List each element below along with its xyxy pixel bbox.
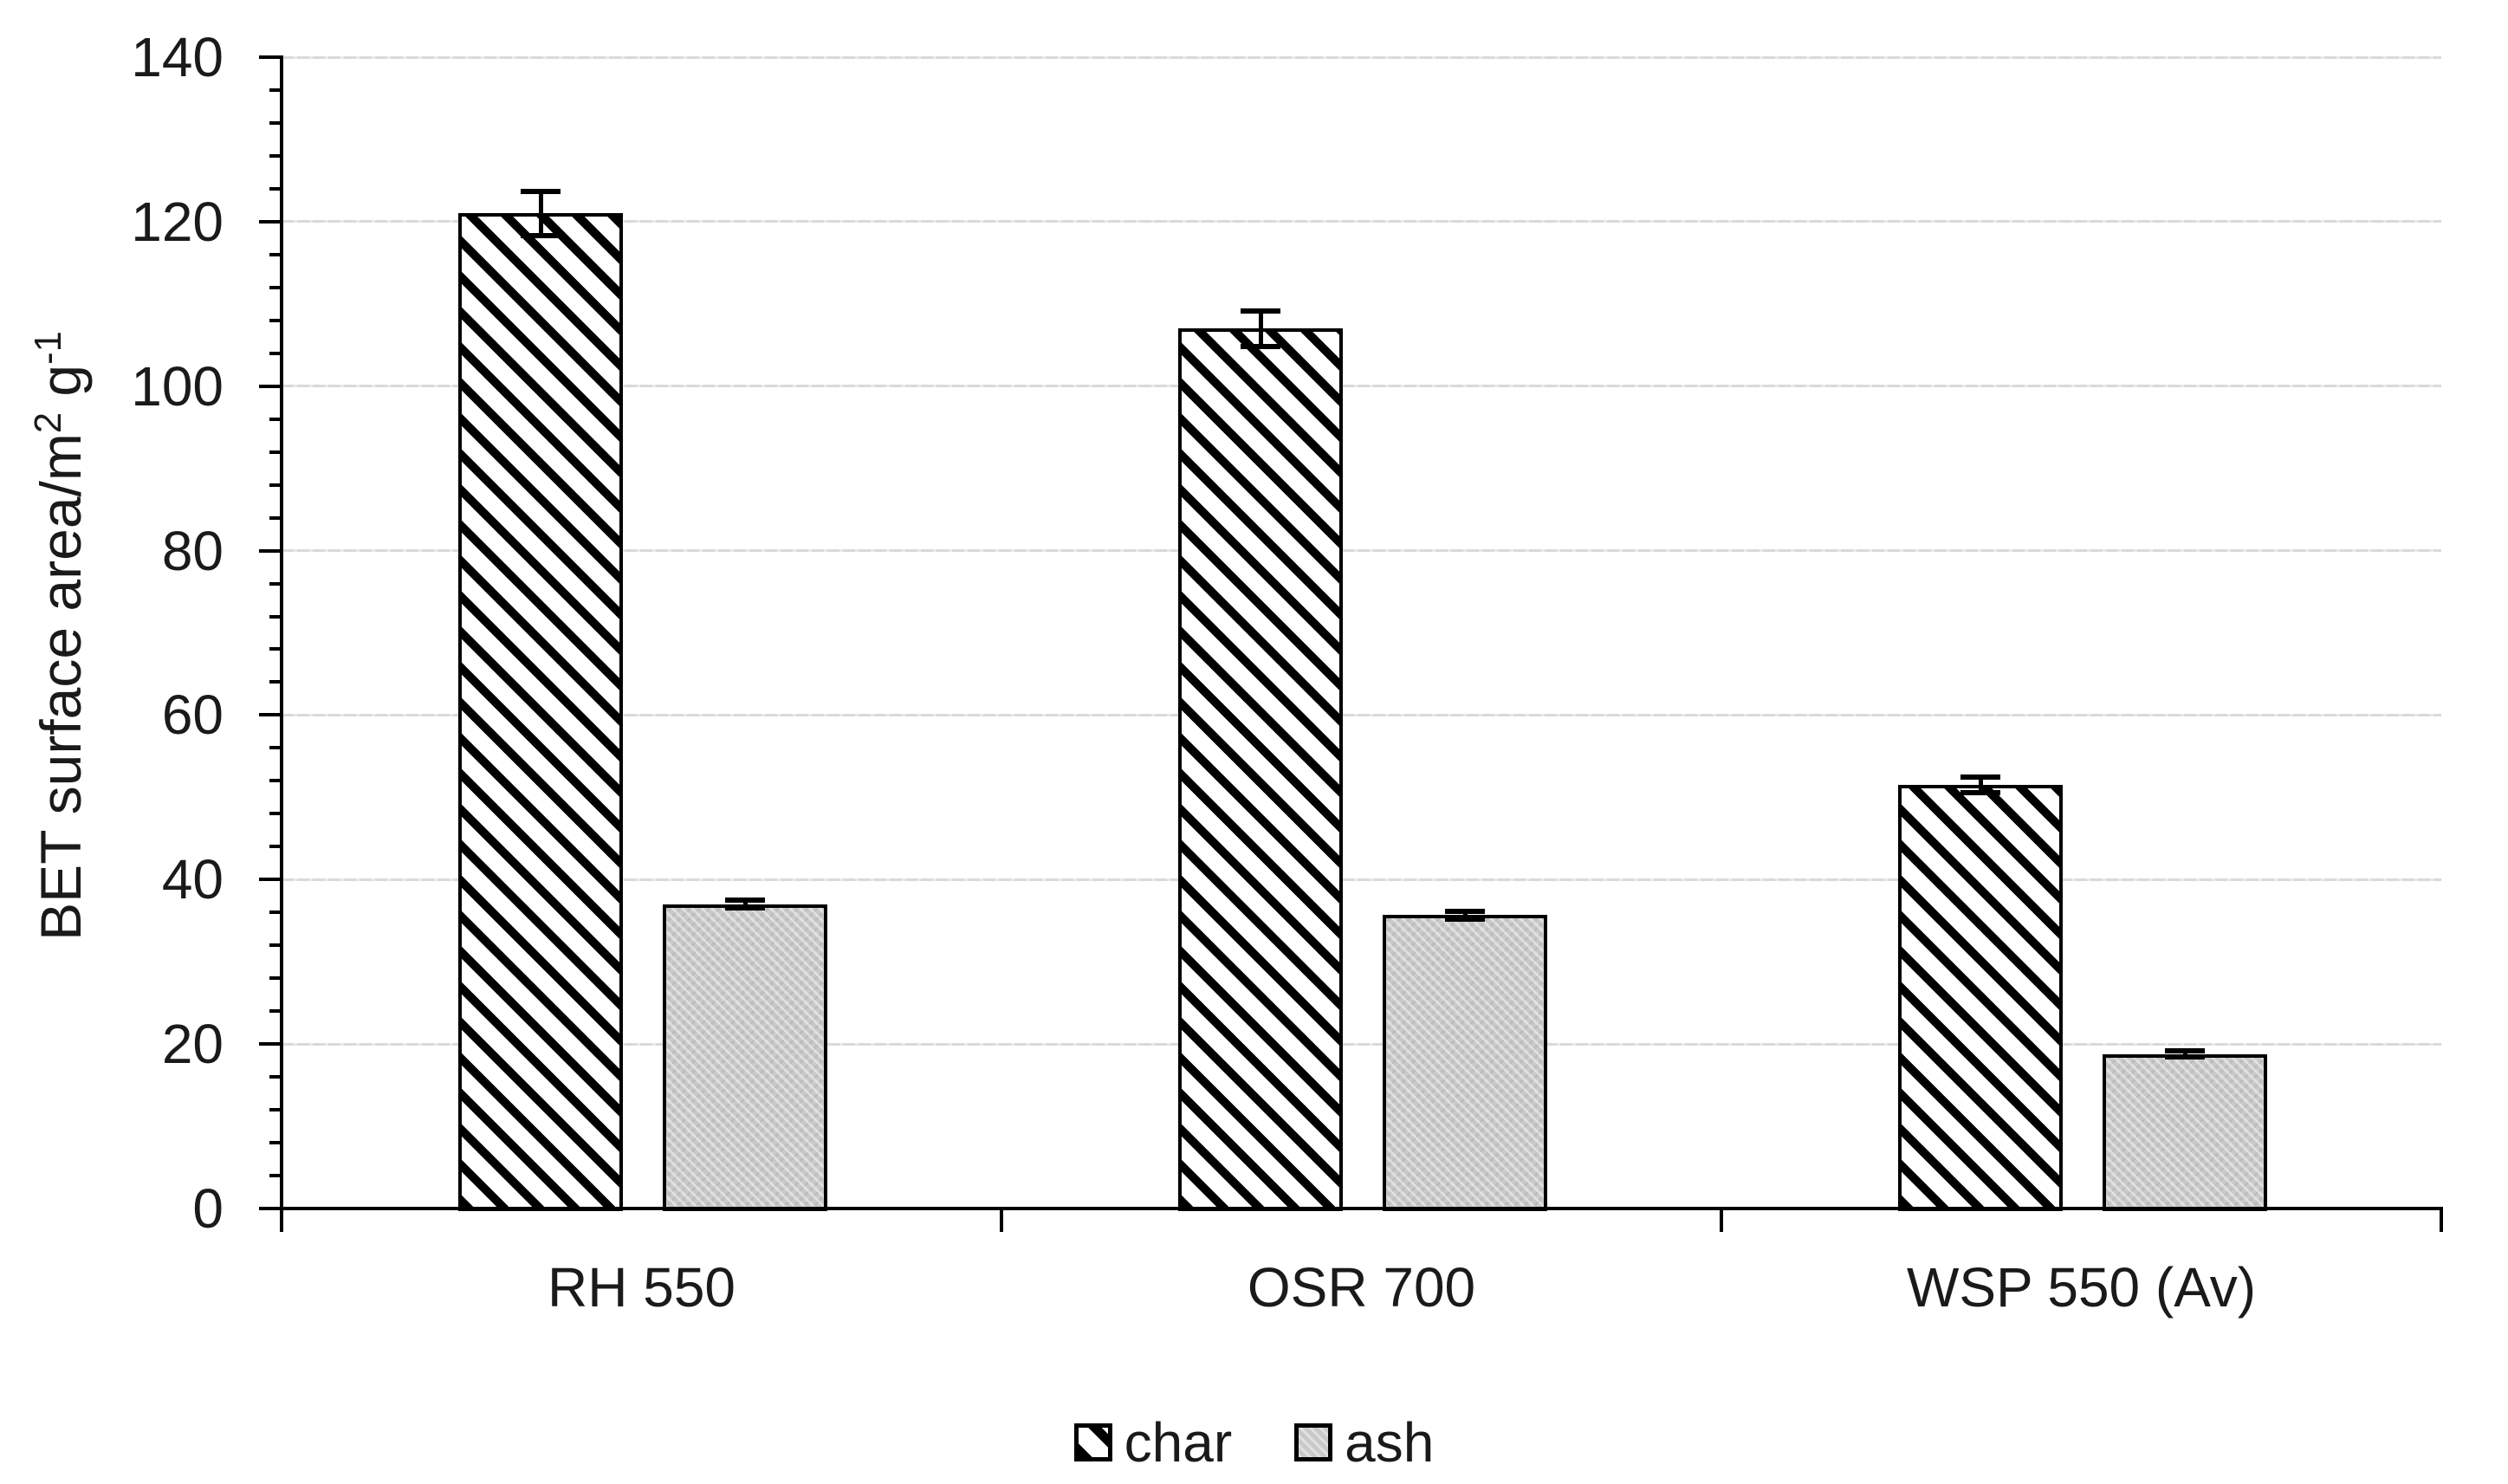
error-bar-char-osr-700 xyxy=(1241,308,1280,349)
legend-swatch-ash-icon xyxy=(1294,1423,1333,1461)
x-category-label-rh-550: RH 550 xyxy=(548,1256,736,1319)
bar-ash-rh-550 xyxy=(663,904,827,1211)
y-axis-major-tick-100 xyxy=(259,384,282,388)
bar-char-rh-550 xyxy=(458,213,623,1211)
y-axis-minor-tick-132 xyxy=(269,120,282,125)
error-bar-bottom-cap xyxy=(1241,343,1280,349)
y-axis-major-tick-40 xyxy=(259,878,282,882)
error-bar-top-cap xyxy=(521,188,561,194)
y-axis-minor-tick-112 xyxy=(269,285,282,289)
legend-label-char: char xyxy=(1124,1411,1233,1474)
y-axis-major-tick-60 xyxy=(259,713,282,717)
y-axis-major-tick-120 xyxy=(259,219,282,224)
x-category-label-wsp-550-av: WSP 550 (Av) xyxy=(1906,1256,2257,1319)
y-axis-minor-tick-84 xyxy=(269,515,282,520)
y-axis-major-tick-0 xyxy=(259,1207,282,1210)
gridline-20 xyxy=(282,1042,2441,1046)
error-bar-ash-rh-550 xyxy=(725,898,765,911)
y-axis-minor-tick-108 xyxy=(269,318,282,322)
error-bar-ash-wsp-550-av xyxy=(2165,1047,2205,1060)
error-bar-top-cap xyxy=(1960,774,2000,780)
y-axis-minor-tick-24 xyxy=(269,1009,282,1014)
y-axis-minor-tick-56 xyxy=(269,746,282,750)
y-axis-minor-tick-36 xyxy=(269,910,282,915)
error-bar-top-cap xyxy=(1241,308,1280,314)
x-axis-tick-2 xyxy=(2440,1209,2443,1232)
x-axis-tick-0 xyxy=(1000,1209,1003,1232)
error-bar-bottom-cap xyxy=(1960,790,2000,796)
y-axis-major-tick-140 xyxy=(259,55,282,59)
y-tick-label-60: 60 xyxy=(161,684,224,747)
error-bar-char-rh-550 xyxy=(521,188,561,238)
y-axis-minor-tick-4 xyxy=(269,1174,282,1178)
y-axis-minor-tick-44 xyxy=(269,845,282,849)
y-tick-label-120: 120 xyxy=(131,190,224,253)
y-tick-label-20: 20 xyxy=(161,1013,224,1076)
y-axis-minor-tick-48 xyxy=(269,812,282,816)
error-bar-line xyxy=(1258,308,1263,349)
y-axis-minor-tick-88 xyxy=(269,483,282,487)
error-bar-line xyxy=(538,188,543,238)
gridline-120 xyxy=(282,220,2441,224)
legend-item-ash: ash xyxy=(1294,1410,1434,1474)
error-bar-top-cap xyxy=(2165,1047,2205,1053)
y-axis-minor-tick-28 xyxy=(269,976,282,981)
error-bar-bottom-cap xyxy=(725,905,765,911)
y-axis-minor-tick-116 xyxy=(269,252,282,256)
y-axis-major-tick-20 xyxy=(259,1042,282,1047)
y-axis-minor-tick-32 xyxy=(269,943,282,948)
error-bar-bottom-cap xyxy=(1445,916,1485,922)
y-axis-major-tick-80 xyxy=(259,548,282,553)
error-bar-line xyxy=(1978,774,1983,796)
y-axis-minor-tick-128 xyxy=(269,153,282,158)
y-axis-minor-tick-68 xyxy=(269,647,282,651)
error-bar-line xyxy=(2182,1047,2187,1060)
legend-swatch-char-icon xyxy=(1073,1423,1112,1461)
x-axis-tick-1 xyxy=(1720,1209,1723,1232)
y-axis-minor-tick-92 xyxy=(269,450,282,454)
y-axis-minor-tick-8 xyxy=(269,1141,282,1145)
y-axis-minor-tick-12 xyxy=(269,1108,282,1112)
error-bar-bottom-cap xyxy=(2165,1054,2205,1060)
x-category-label-osr-700: OSR 700 xyxy=(1247,1256,1476,1319)
bar-ash-osr-700 xyxy=(1383,915,1547,1211)
error-bar-top-cap xyxy=(1445,908,1485,914)
y-tick-label-140: 140 xyxy=(131,26,224,88)
legend-label-ash: ash xyxy=(1345,1411,1435,1474)
gridline-80 xyxy=(282,549,2441,553)
bar-char-osr-700 xyxy=(1178,328,1343,1211)
y-axis-line xyxy=(280,55,283,1232)
gridline-100 xyxy=(282,385,2441,388)
y-axis-minor-tick-136 xyxy=(269,87,282,92)
y-tick-label-0: 0 xyxy=(192,1177,224,1240)
y-axis-minor-tick-124 xyxy=(269,186,282,191)
error-bar-bottom-cap xyxy=(521,232,561,238)
y-tick-label-100: 100 xyxy=(131,354,224,418)
x-axis-line xyxy=(280,1207,2443,1210)
gridline-40 xyxy=(282,878,2441,881)
y-axis-minor-tick-64 xyxy=(269,680,282,684)
y-tick-label-80: 80 xyxy=(161,519,224,582)
y-axis-minor-tick-76 xyxy=(269,581,282,586)
y-axis-minor-tick-96 xyxy=(269,417,282,421)
y-axis-minor-tick-16 xyxy=(269,1075,282,1079)
y-axis-minor-tick-52 xyxy=(269,779,282,783)
y-axis-minor-tick-72 xyxy=(269,614,282,619)
bar-ash-wsp-550-av xyxy=(2103,1053,2267,1211)
y-tick-label-40: 40 xyxy=(161,848,224,911)
legend-item-char: char xyxy=(1073,1410,1233,1474)
bar-char-wsp-550-av xyxy=(1898,785,2063,1211)
error-bar-line xyxy=(742,898,748,911)
error-bar-top-cap xyxy=(725,898,765,904)
error-bar-line xyxy=(1462,908,1468,922)
error-bar-ash-osr-700 xyxy=(1445,908,1485,922)
legend: char ash xyxy=(0,1410,2508,1474)
gridline-140 xyxy=(282,55,2441,59)
gridline-60 xyxy=(282,713,2441,716)
error-bar-char-wsp-550-av xyxy=(1960,774,2000,796)
y-axis-minor-tick-104 xyxy=(269,351,282,355)
